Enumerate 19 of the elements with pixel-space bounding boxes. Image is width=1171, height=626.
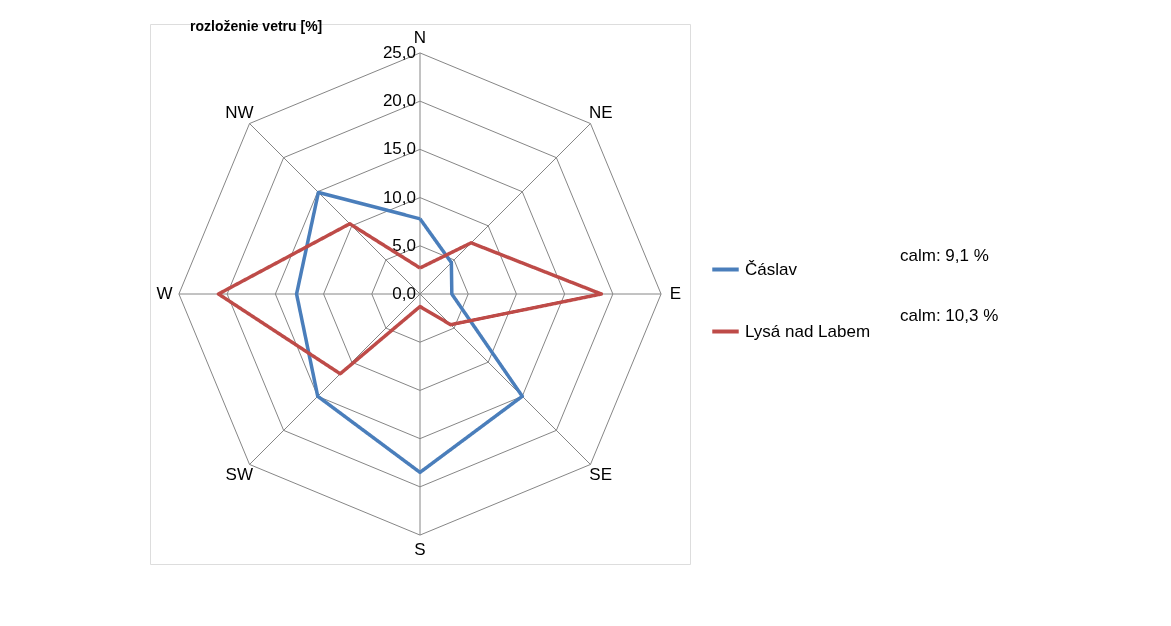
spoke-label: S <box>414 539 426 559</box>
spoke-label: SW <box>225 464 253 484</box>
spoke-label: W <box>156 284 173 303</box>
y-tick-label: 25,0 <box>382 42 416 62</box>
y-tick-label: 20,0 <box>382 91 416 111</box>
spoke-label: E <box>669 284 682 303</box>
spoke-label: SE <box>589 464 613 484</box>
legend-label: Čáslav <box>745 259 798 279</box>
text: calm: 10,3 % <box>900 306 999 325</box>
y-tick-label: 5,0 <box>392 235 416 255</box>
spoke-label: N <box>413 28 427 48</box>
y-tick-label: 15,0 <box>382 139 416 159</box>
y-tick-label: 10,0 <box>382 187 416 207</box>
legend-label: Lysá nad Labem <box>745 321 871 341</box>
spoke-label: NE <box>588 103 613 123</box>
spoke-label: NW <box>225 103 254 123</box>
y-tick-label: 0,0 <box>392 284 416 303</box>
text: calm: 9,1 % <box>900 246 989 265</box>
chart-title: rozloženie vetru [%] <box>190 18 323 34</box>
